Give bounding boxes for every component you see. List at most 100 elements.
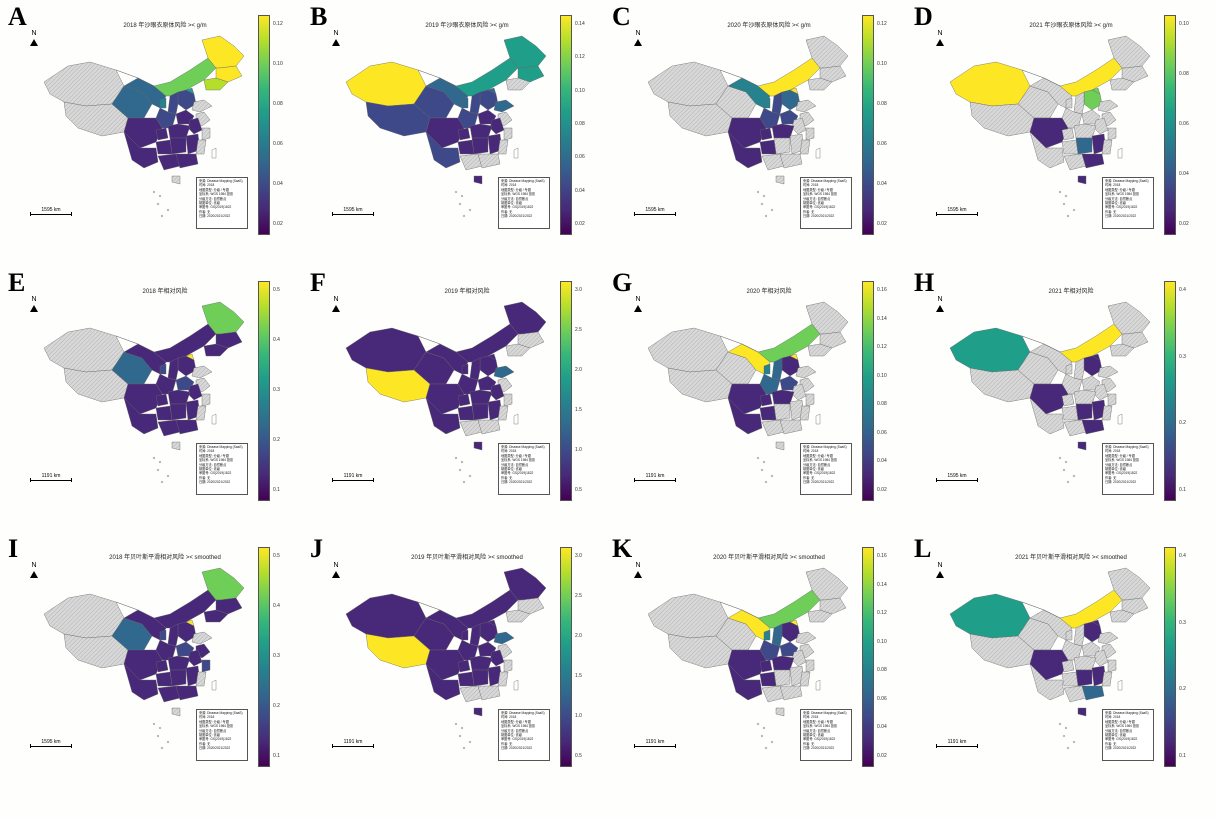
region-xinjiang [345,61,427,107]
region-shandong [1097,631,1119,645]
colorbar-tick: 0.08 [877,667,887,674]
region-hubei [771,655,795,671]
scale-bar-label: 1191 km [645,739,665,745]
region-yunnan [1029,397,1065,435]
region-hainan [1077,441,1087,451]
scale-bar: 1595 km [634,207,676,216]
island-dot [458,468,462,472]
info-line: 分级方法: 自然断点 [1105,196,1133,201]
region-taiwan [513,147,519,159]
info-line: 来源: Disease Mapping (SaaS) [1105,445,1149,449]
region-taiwan [1117,413,1123,425]
info-line: 来源: Disease Mapping (SaaS) [1105,179,1149,183]
region-inner-mongolia [1021,589,1123,629]
region-liaoning [203,609,229,623]
info-line: 分级方法: 自然断点 [1105,462,1133,467]
info-line: 制图单位: 省级 [501,733,522,738]
region-guizhou [155,671,173,687]
info-line: 制图单位: 省级 [1105,201,1126,206]
info-line: 时间: 2018 [501,715,517,720]
region-zhejiang [1107,393,1117,407]
island-dot [1058,190,1062,194]
island-dot [160,746,164,750]
map-panel-h: H 2021 年相对风险 N 0.4 0.3 0.2 0.1 1595 km 来源: Disea… [906,266,1206,516]
island-dot [1072,474,1076,478]
north-label: N [333,562,339,569]
region-xinjiang [647,327,729,373]
choropleth-map [345,301,547,484]
north-label: N [635,30,641,37]
panel-letter: I [8,534,19,563]
north-arrow-icon: N [932,30,948,46]
island-dot [468,474,472,478]
info-line: 坐标系: WGS 1984 投影 [1105,724,1140,729]
scale-bar: 1191 km [634,473,676,482]
info-line: 来源: Disease Mapping (SaaS) [199,445,243,449]
north-arrow-icon: N [26,562,42,578]
colorbar-tick: 0.16 [877,553,887,559]
region-hubei [469,389,493,405]
island-dot [454,456,458,460]
region-chongqing [457,659,471,673]
region-xinjiang [43,61,125,107]
region-hunan [169,669,187,687]
region-guangdong [1081,153,1105,169]
colorbar-tick: 0.14 [575,21,585,27]
region-zhejiang [503,393,513,407]
island-dot [1058,722,1062,726]
island-dot [166,474,170,478]
region-guizhou [457,405,475,421]
info-line: 来源: Disease Mapping (SaaS) [199,179,243,183]
island-dot [454,190,458,194]
map-info-box: 来源: Disease Mapping (SaaS) 时间: 2018 地图类型: … [196,443,248,495]
choropleth-map [43,35,245,218]
map-panel-f: F 2019 年相对风险 N 3.0 2.5 2.0 1.5 1.0 0.5 1191 km 来源:… [302,266,602,516]
region-xinjiang [647,61,729,107]
north-label: N [31,30,37,37]
island-dot [770,208,774,212]
colorbar: 3.0 2.5 2.0 1.5 1.0 0.5 [560,281,582,501]
colorbar-tick: 0.02 [877,487,887,493]
colorbar-tick: 0.08 [877,101,887,107]
island-dot [160,480,164,484]
island-dot [468,740,472,744]
region-xinjiang [43,327,125,373]
region-hunan [1075,403,1093,421]
scale-bar: 1595 km [936,473,978,482]
map-panel-a: A 2018 年沙眼衣原体风险 >< g/m N 0.12 0.10 0.08 0.06 0.… [0,0,300,250]
map-info-box: 来源: Disease Mapping (SaaS) 时间: 2018 地图类型: … [800,443,852,495]
info-line: 日期: 2020/2021/2022 [1105,746,1137,751]
map-info-box: 来源: Disease Mapping (SaaS) 时间: 2018 地图类型: … [498,177,550,229]
colorbar-tick: 0.2 [1179,420,1186,427]
island-dot [764,746,768,750]
region-taiwan [211,679,217,691]
info-line: 时间: 2018 [1105,183,1121,188]
info-line: 制图单位: 省级 [803,201,824,206]
island-dot [468,208,472,212]
region-hainan [171,707,181,717]
island-dot [462,746,466,750]
info-line: 日期: 2020/2021/2022 [803,480,835,485]
region-taiwan [513,679,519,691]
region-fujian [1101,405,1113,421]
colorbar-tick: 0.02 [575,221,585,227]
region-inner-mongolia [417,589,519,629]
region-hunan [471,403,489,421]
map-panel-j: J 2019 年贝叶斯平滑相对风险 >< smoothed N 3.0 2.5 2.0 1.… [302,532,602,782]
region-guangdong [1081,685,1105,701]
region-fujian [497,139,509,155]
info-line: 作者: 无 [803,209,815,214]
colorbar-tick: 0.10 [1179,21,1189,27]
island-dot [770,474,774,478]
info-line: 制图单位: 省级 [501,201,522,206]
island-dot [1062,468,1066,472]
info-line: 地图类型: 分级 / 专题 [199,187,229,192]
region-shanxi [1073,623,1085,647]
region-hunan [169,403,187,421]
region-shanxi [469,623,481,647]
colorbar: 0.5 0.4 0.3 0.2 0.1 [258,547,280,767]
colorbar-tick: 0.06 [575,154,585,161]
region-hubei [167,389,191,405]
region-chongqing [155,127,169,141]
info-line: 地图类型: 分级 / 专题 [199,719,229,724]
